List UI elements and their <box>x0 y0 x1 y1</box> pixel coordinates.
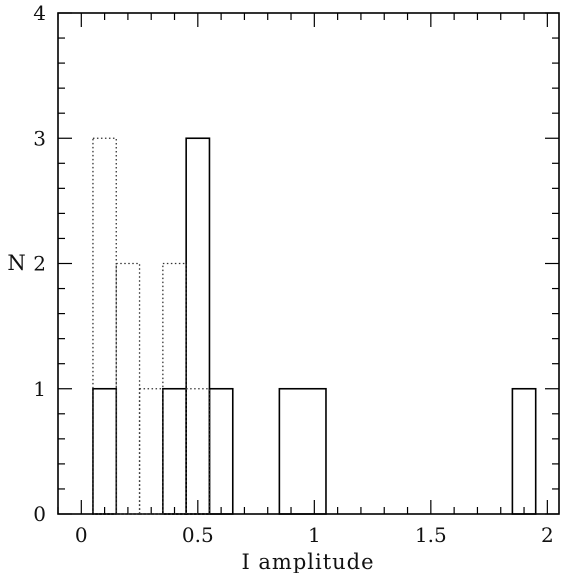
histogram-bin-solid <box>92 387 118 515</box>
x-tick-label: 2 <box>541 523 554 547</box>
series-layer <box>92 137 537 515</box>
y-tick-label: 3 <box>33 126 46 150</box>
series-dotted <box>92 137 211 515</box>
histogram-bin-dotted <box>185 388 211 515</box>
y-tick-label: 0 <box>33 502 46 526</box>
histogram-bin-solid <box>208 387 234 515</box>
x-tick-label: 0.5 <box>182 523 214 547</box>
histogram-bin-solid <box>278 387 327 515</box>
y-tick-label: 1 <box>33 377 46 401</box>
tick-labels: 0 0.5 1 1.5 2 0 1 2 3 4 <box>33 1 553 547</box>
series-solid <box>92 137 537 515</box>
histogram-bin-dotted <box>138 388 164 515</box>
y-tick-label: 4 <box>33 1 46 25</box>
x-axis-label: I amplitude <box>241 550 374 573</box>
histogram-bin-solid <box>511 387 537 515</box>
tick-marks <box>57 12 559 515</box>
histogram-bin-dotted <box>115 262 141 515</box>
y-axis-label: N <box>7 251 26 275</box>
y-tick-label: 2 <box>33 252 46 276</box>
x-tick-label: 1.5 <box>415 523 447 547</box>
histogram-bin-dotted <box>92 137 117 515</box>
x-tick-label: 0 <box>75 523 88 547</box>
x-tick-label: 1 <box>308 523 321 547</box>
histogram-bin-solid <box>185 137 211 515</box>
histogram-bin-solid <box>162 387 187 515</box>
